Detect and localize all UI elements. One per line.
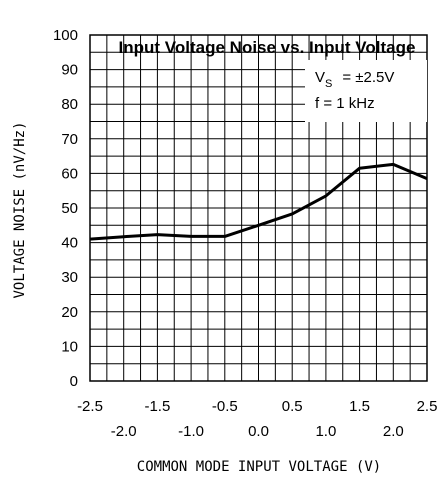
x-tick-label-upper: -2.5 — [77, 398, 103, 415]
y-tick-label: 50 — [61, 200, 78, 217]
y-tick-label: 20 — [61, 304, 78, 321]
y-tick-label: 100 — [53, 27, 78, 44]
y-tick-label: 0 — [70, 373, 78, 390]
x-axis-label: COMMON MODE INPUT VOLTAGE (V) — [137, 459, 381, 475]
annotation-line-1: VS = ±2.5V — [315, 69, 394, 90]
annotation-vs-main: V — [315, 69, 325, 86]
chart-title: Input Voltage Noise vs. Input Voltage — [119, 38, 416, 57]
y-axis-label: VOLTAGE NOISE (nV/Hz) — [12, 121, 28, 298]
y-tick-label: 90 — [61, 62, 78, 79]
y-tick-label: 70 — [61, 131, 78, 148]
x-tick-label-lower: 2.0 — [383, 423, 404, 440]
plot-frame — [89, 34, 428, 382]
condition-annotation: VS = ±2.5V f = 1 kHz — [305, 60, 427, 122]
annotation-line-2: f = 1 kHz — [315, 95, 375, 112]
x-tick-label-lower: -1.0 — [178, 423, 204, 440]
y-tick-label: 40 — [61, 235, 78, 252]
y-tick-labels: 0 10 20 30 40 50 60 70 80 90 100 — [53, 27, 78, 390]
x-tick-label-upper: 0.5 — [282, 398, 303, 415]
plot-border — [89, 34, 428, 382]
x-tick-label-upper: 1.5 — [349, 398, 370, 415]
y-tick-label: 30 — [61, 269, 78, 286]
series-layer — [89, 162, 428, 241]
y-tick-label: 80 — [61, 96, 78, 113]
noise-curve — [89, 162, 428, 241]
annotation-vs-value: = ±2.5V — [342, 69, 394, 86]
x-tick-label-lower: 1.0 — [315, 423, 336, 440]
x-tick-label-upper: 2.5 — [417, 398, 438, 415]
y-tick-label: 10 — [61, 338, 78, 355]
x-tick-label-lower: 0.0 — [248, 423, 269, 440]
x-tick-label-upper: -0.5 — [212, 398, 238, 415]
annotation-background — [305, 60, 427, 122]
x-tick-label-upper: -1.5 — [144, 398, 170, 415]
x-tick-labels: -2.5 -1.5 -0.5 0.5 1.5 2.5 -2.0 -1.0 0.0 1.0 2.0 — [77, 398, 437, 440]
annotation-vs-sub: S — [325, 78, 332, 90]
y-tick-label: 60 — [61, 165, 78, 182]
x-tick-label-lower: -2.0 — [111, 423, 137, 440]
